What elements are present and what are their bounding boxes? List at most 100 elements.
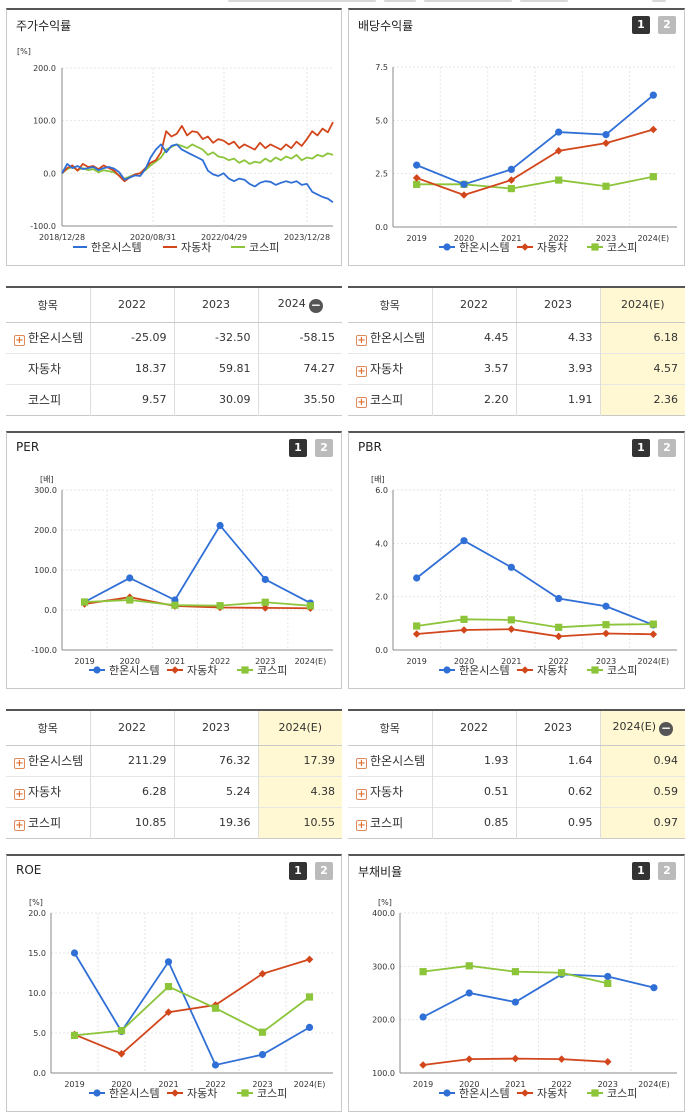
data-point-kospi	[306, 602, 315, 610]
cell-value: 1.64	[568, 754, 593, 767]
data-point-auto	[460, 191, 468, 199]
table-row: + 코스피 2.20 1.91 2.36	[348, 383, 685, 415]
data-point-hanon	[604, 972, 612, 981]
dividend-table: 항목 2022 2023 2024(E) + 한온시스템 4.45 4.33 6.18 + 자동차 3…	[348, 286, 685, 416]
legend-marker-kospi	[591, 666, 599, 674]
expand-plus-icon[interactable]: +	[356, 758, 367, 769]
chart-tab-2-button[interactable]: 2	[315, 439, 333, 457]
data-point-kospi	[602, 621, 610, 629]
expand-plus-icon[interactable]: +	[356, 366, 367, 377]
expand-plus-icon[interactable]: +	[356, 335, 367, 346]
legend-label-kospi: 코스피	[607, 241, 637, 254]
top-tab-strip	[0, 0, 691, 8]
stock-return-panel: 주가수익률 [%] 200.0 100.0 0.0 -100.0 2018/12/28 20…	[6, 8, 342, 266]
data-point-auto	[602, 139, 610, 147]
value-cell: 9.57	[89, 383, 174, 415]
cell-value: 19.36	[219, 816, 251, 829]
series-line-hanon	[61, 143, 334, 204]
row-label-cell: + 한온시스템	[348, 744, 432, 776]
chart-tab-1-button[interactable]: 1	[632, 439, 650, 457]
cell-value: 0.62	[568, 785, 593, 798]
data-point-kospi	[171, 601, 179, 609]
expand-plus-icon[interactable]: +	[14, 820, 25, 831]
value-cell: 2.36	[599, 383, 685, 415]
data-point-kospi	[419, 968, 427, 976]
roe-chart: [%] 20.0 15.0 10.0 5.0 0.0 2019 2020 2021 2022 202…	[28, 898, 333, 1100]
data-point-hanon	[555, 594, 563, 603]
data-point-auto	[507, 176, 516, 184]
chart-tab-1-button[interactable]: 1	[289, 439, 307, 457]
cell-value: 0.51	[484, 785, 509, 798]
x-tick-label: 2020	[454, 234, 474, 243]
data-point-hanon	[465, 989, 473, 997]
column-header-item: 항목	[348, 710, 432, 746]
expand-plus-icon[interactable]: +	[14, 335, 25, 346]
value-cell: 0.97	[599, 806, 685, 838]
cell-value: 1.93	[484, 754, 509, 767]
row-label-cell: 자동차	[6, 352, 90, 384]
y-tick-label: 100.0	[34, 566, 57, 575]
data-point-kospi	[511, 968, 520, 976]
chart-tab-2-button[interactable]: 2	[658, 439, 676, 457]
data-point-auto	[554, 632, 563, 641]
value-cell: 0.95	[515, 806, 600, 838]
chart-tab-2-button[interactable]: 2	[658, 862, 676, 880]
row-label: 한온시스템	[28, 331, 84, 345]
x-tick-label: 2023	[255, 657, 275, 666]
chart-tab-1-button[interactable]: 1	[632, 862, 650, 880]
expand-plus-icon[interactable]: +	[14, 758, 25, 769]
legend-marker-hanon	[443, 1089, 451, 1097]
x-tick-label: 2019	[74, 657, 94, 666]
column-header-label: 2024(E)	[278, 721, 323, 735]
legend-marker-auto	[521, 666, 529, 674]
x-tick-label: 2019	[413, 1080, 433, 1089]
table-row: + 한온시스템 211.29 76.32 17.39	[6, 744, 342, 776]
row-label-cell: + 한온시스템	[6, 321, 90, 353]
per-title: PER	[16, 440, 40, 454]
cell-value: 9.57	[142, 393, 167, 406]
collapse-icon[interactable]: −	[308, 297, 323, 313]
chart-tab-1-button[interactable]: 1	[289, 862, 307, 880]
cell-value: 10.85	[135, 816, 167, 829]
debt-ratio-panel: 부채비율 1 2 [%] 400.0 300.0 200.0 100.0 2019 2020…	[348, 854, 685, 1112]
data-point-hanon	[261, 575, 269, 584]
x-tick-label: 2023	[252, 1080, 272, 1089]
expand-plus-icon[interactable]: +	[356, 397, 367, 408]
value-cell: -32.50	[173, 321, 258, 353]
chart-tab-2-button[interactable]: 2	[315, 862, 333, 880]
expand-plus-icon[interactable]: +	[14, 789, 25, 800]
data-point-hanon	[216, 521, 224, 530]
column-header-year: 2022	[431, 287, 516, 323]
column-header-label: 2023	[202, 298, 230, 312]
expand-plus-icon[interactable]: +	[356, 820, 367, 831]
legend-marker-kospi	[591, 1089, 599, 1097]
value-cell: 76.32	[173, 744, 258, 776]
x-tick-label: 2024(E)	[294, 1080, 326, 1089]
series-line-hanon	[416, 539, 654, 626]
chart-tab-2-button[interactable]: 2	[658, 16, 676, 34]
row-label: 한온시스템	[28, 754, 84, 768]
y-tick-label: 15.0	[28, 949, 46, 958]
data-point-kospi	[258, 1028, 267, 1036]
y-tick-label: -100.0	[30, 222, 56, 231]
row-label-cell: + 코스피	[348, 806, 432, 838]
data-point-hanon	[507, 563, 515, 571]
row-label-cell: + 자동차	[6, 775, 90, 807]
chart-tab-1-button[interactable]: 1	[632, 16, 650, 34]
cell-value: 6.28	[142, 785, 167, 798]
series-line-auto	[74, 958, 310, 1055]
data-point-kospi	[555, 176, 563, 184]
column-header-year: 2024(E) −	[599, 710, 685, 746]
data-point-auto	[305, 955, 314, 964]
cell-value: 74.27	[303, 362, 336, 375]
stock-return-table: 항목 2022 2023 2024− + 한온시스템 -25.09 -32.50 -58.15 자…	[6, 286, 342, 416]
row-label: 한온시스템	[370, 754, 426, 768]
legend-label-hanon: 한온시스템	[109, 664, 160, 677]
cell-value: 4.38	[310, 785, 336, 798]
cell-value: 5.24	[226, 785, 251, 798]
column-header-item: 항목	[6, 287, 90, 323]
expand-plus-icon[interactable]: +	[356, 789, 367, 800]
series-line-kospi	[416, 618, 654, 629]
y-tick-label: 300.0	[34, 486, 57, 495]
collapse-icon[interactable]: −	[659, 720, 674, 736]
